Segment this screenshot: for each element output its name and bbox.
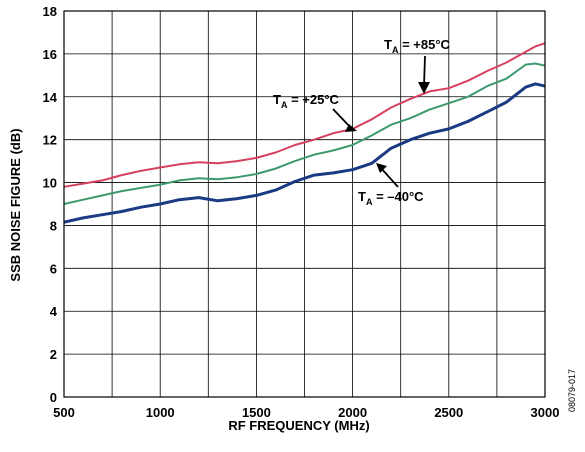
annotation-85c-sub: A xyxy=(392,45,399,55)
annotation-85c-value: = +85°C xyxy=(398,37,450,52)
series-line-25c xyxy=(63,62,546,205)
series-line-85c xyxy=(63,42,546,188)
x-tick-label: 2000 xyxy=(338,405,367,420)
y-tick-label: 4 xyxy=(50,304,58,319)
annotation-25c-value: = +25°C xyxy=(287,92,339,107)
annotation-minus40c-sub: A xyxy=(366,197,373,207)
y-tick-label: 2 xyxy=(50,347,57,362)
annotation-minus40c-t: T xyxy=(358,189,366,204)
annotation-85c-t: T xyxy=(384,37,392,52)
y-axis-label: SSB NOISE FIGURE (dB) xyxy=(8,128,23,281)
grid-lines xyxy=(63,10,546,398)
annotation-85c: TA = +85°C xyxy=(384,37,451,94)
annotation-minus40c: TA = –40°C xyxy=(358,163,424,207)
y-tick-label: 6 xyxy=(50,261,57,276)
annotation-minus40c-arrow xyxy=(380,167,399,188)
figure-id: 08079-017 xyxy=(567,369,577,412)
x-tick-label: 2500 xyxy=(434,405,463,420)
y-tick-label: 18 xyxy=(43,4,57,19)
x-tick-label: 1000 xyxy=(146,405,175,420)
svg-text:TA = +25°C: TA = +25°C xyxy=(273,92,340,110)
x-tick-labels: 500 1000 1500 2000 2500 3000 xyxy=(53,405,559,420)
y-tick-label: 12 xyxy=(43,133,57,148)
series-line-minus40c xyxy=(63,82,546,224)
annotation-25c: TA = +25°C xyxy=(273,92,357,132)
y-tick-label: 10 xyxy=(43,176,57,191)
x-tick-label: 1500 xyxy=(242,405,271,420)
series-lines xyxy=(63,42,546,224)
y-tick-label: 0 xyxy=(50,390,57,405)
annotation-85c-arrowhead xyxy=(418,82,430,94)
annotation-25c-arrowhead xyxy=(345,124,357,132)
y-tick-label: 16 xyxy=(43,47,57,62)
annotation-25c-sub: A xyxy=(281,100,288,110)
annotation-25c-t: T xyxy=(273,92,281,107)
x-tick-label: 3000 xyxy=(531,405,560,420)
plot-frame xyxy=(63,10,546,398)
x-axis-label: RF FREQUENCY (MHz) xyxy=(228,418,369,433)
y-tick-label: 8 xyxy=(50,218,57,233)
annotation-85c-arrow xyxy=(423,55,426,87)
svg-text:TA = –40°C: TA = –40°C xyxy=(358,189,424,207)
y-tick-labels: 0 2 4 6 8 10 12 14 16 18 xyxy=(43,4,58,405)
annotation-minus40c-value: = –40°C xyxy=(372,189,424,204)
x-tick-label: 500 xyxy=(53,405,75,420)
y-tick-label: 14 xyxy=(43,90,58,105)
svg-text:TA = +85°C: TA = +85°C xyxy=(384,37,451,55)
annotation-minus40c-arrowhead xyxy=(376,163,387,173)
